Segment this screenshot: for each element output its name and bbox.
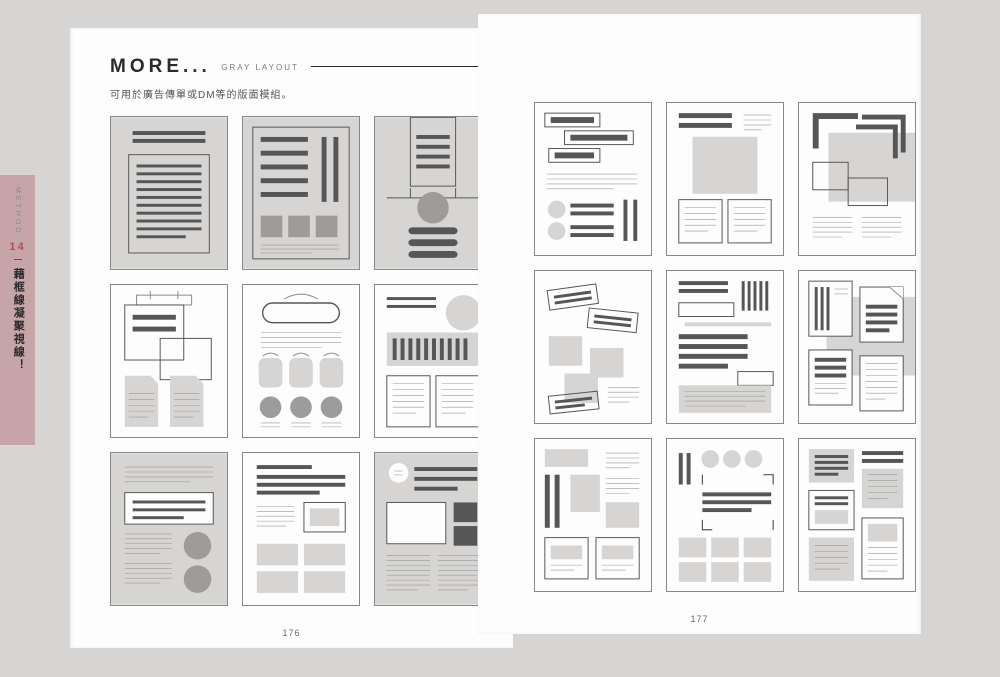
layout-grid-left: [110, 116, 492, 606]
method-number: 14: [0, 241, 35, 253]
layout-thumb: [534, 270, 652, 424]
header: MORE... GRAY LAYOUT 可用於廣告傳單或DM等的版面模組。: [110, 56, 485, 101]
book-spread: MORE... GRAY LAYOUT 可用於廣告傳單或DM等的版面模組。: [35, 14, 921, 634]
tab-title: 藉框線凝聚視線！: [10, 268, 25, 372]
page-right: 177: [478, 14, 921, 634]
layout-thumb: [242, 284, 360, 438]
layout-thumb: [798, 270, 916, 424]
header-rule: [311, 66, 481, 67]
header-subtitle: GRAY LAYOUT: [221, 63, 299, 72]
layout-thumb: [666, 102, 784, 256]
layout-thumb: [666, 270, 784, 424]
layout-thumb: [374, 116, 492, 270]
layout-thumb: [666, 438, 784, 592]
tab-dash: [14, 259, 22, 260]
layout-thumb: [798, 102, 916, 256]
header-description: 可用於廣告傳單或DM等的版面模組。: [110, 86, 485, 101]
layout-thumb: [242, 452, 360, 606]
page-number-right: 177: [690, 614, 708, 624]
layout-grid-right: [534, 102, 916, 592]
layout-thumb: [110, 284, 228, 438]
layout-thumb: [374, 284, 492, 438]
layout-thumb: [374, 452, 492, 606]
layout-thumb: [534, 438, 652, 592]
layout-thumb: [110, 116, 228, 270]
header-title: MORE...: [110, 56, 211, 78]
layout-thumb: [798, 438, 916, 592]
layout-thumb: [242, 116, 360, 270]
layout-thumb: [534, 102, 652, 256]
layout-thumb: [110, 452, 228, 606]
page-left: MORE... GRAY LAYOUT 可用於廣告傳單或DM等的版面模組。: [70, 28, 513, 648]
page-number-left: 176: [282, 628, 300, 638]
method-label: METHOD: [14, 187, 21, 235]
method-tab: METHOD 14 藉框線凝聚視線！: [0, 175, 35, 445]
